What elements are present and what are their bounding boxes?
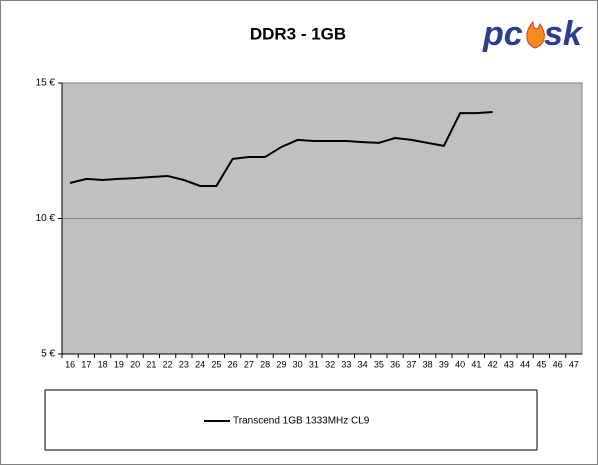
x-tick-label: 31 — [309, 359, 319, 369]
logo-right: sk — [544, 15, 584, 53]
legend-box — [44, 389, 538, 451]
x-tick-label: 21 — [146, 359, 156, 369]
x-tick-label: 43 — [504, 359, 514, 369]
x-tick-label: 24 — [195, 359, 205, 369]
x-tick-label: 28 — [260, 359, 270, 369]
x-tick-label: 20 — [130, 359, 140, 369]
x-tick-label: 26 — [228, 359, 238, 369]
x-tick-label: 17 — [81, 359, 91, 369]
x-tick-label: 34 — [358, 359, 368, 369]
x-tick-label: 36 — [390, 359, 400, 369]
x-tick-label: 27 — [244, 359, 254, 369]
x-tick-label: 39 — [439, 359, 449, 369]
logo-left: pc — [482, 15, 523, 53]
y-tick-label: 10 € — [36, 213, 56, 224]
x-tick-label: 22 — [163, 359, 173, 369]
x-tick-label: 38 — [423, 359, 433, 369]
x-tick-label: 19 — [114, 359, 124, 369]
x-tick-label: 23 — [179, 359, 189, 369]
chart-title: DDR3 - 1GB — [250, 24, 346, 43]
y-tick-label: 15 € — [36, 78, 56, 89]
logo-flame — [526, 20, 545, 49]
series-line — [69, 110, 493, 187]
x-tick-label: 42 — [488, 359, 498, 369]
x-tick-label: 46 — [553, 359, 563, 369]
y-tick-label: 5 € — [41, 349, 55, 360]
x-tick-label: 45 — [536, 359, 546, 369]
x-tick-label: 40 — [455, 359, 465, 369]
x-tick-label: 37 — [406, 359, 416, 369]
x-tick-label: 30 — [293, 359, 303, 369]
x-tick-label: 44 — [520, 359, 530, 369]
x-tick-label: 16 — [65, 359, 75, 369]
logo: pc sk — [482, 15, 584, 53]
x-tick-label: 41 — [471, 359, 481, 369]
x-tick-label: 29 — [276, 359, 286, 369]
x-tick-label: 32 — [325, 359, 335, 369]
x-tick-label: 33 — [341, 359, 351, 369]
x-tick-label: 35 — [374, 359, 384, 369]
x-tick-label: 47 — [569, 359, 579, 369]
legend-label: Transcend 1GB 1333MHz CL9 — [233, 416, 370, 427]
x-tick-label: 18 — [98, 359, 108, 369]
x-tick-label: 25 — [211, 359, 221, 369]
